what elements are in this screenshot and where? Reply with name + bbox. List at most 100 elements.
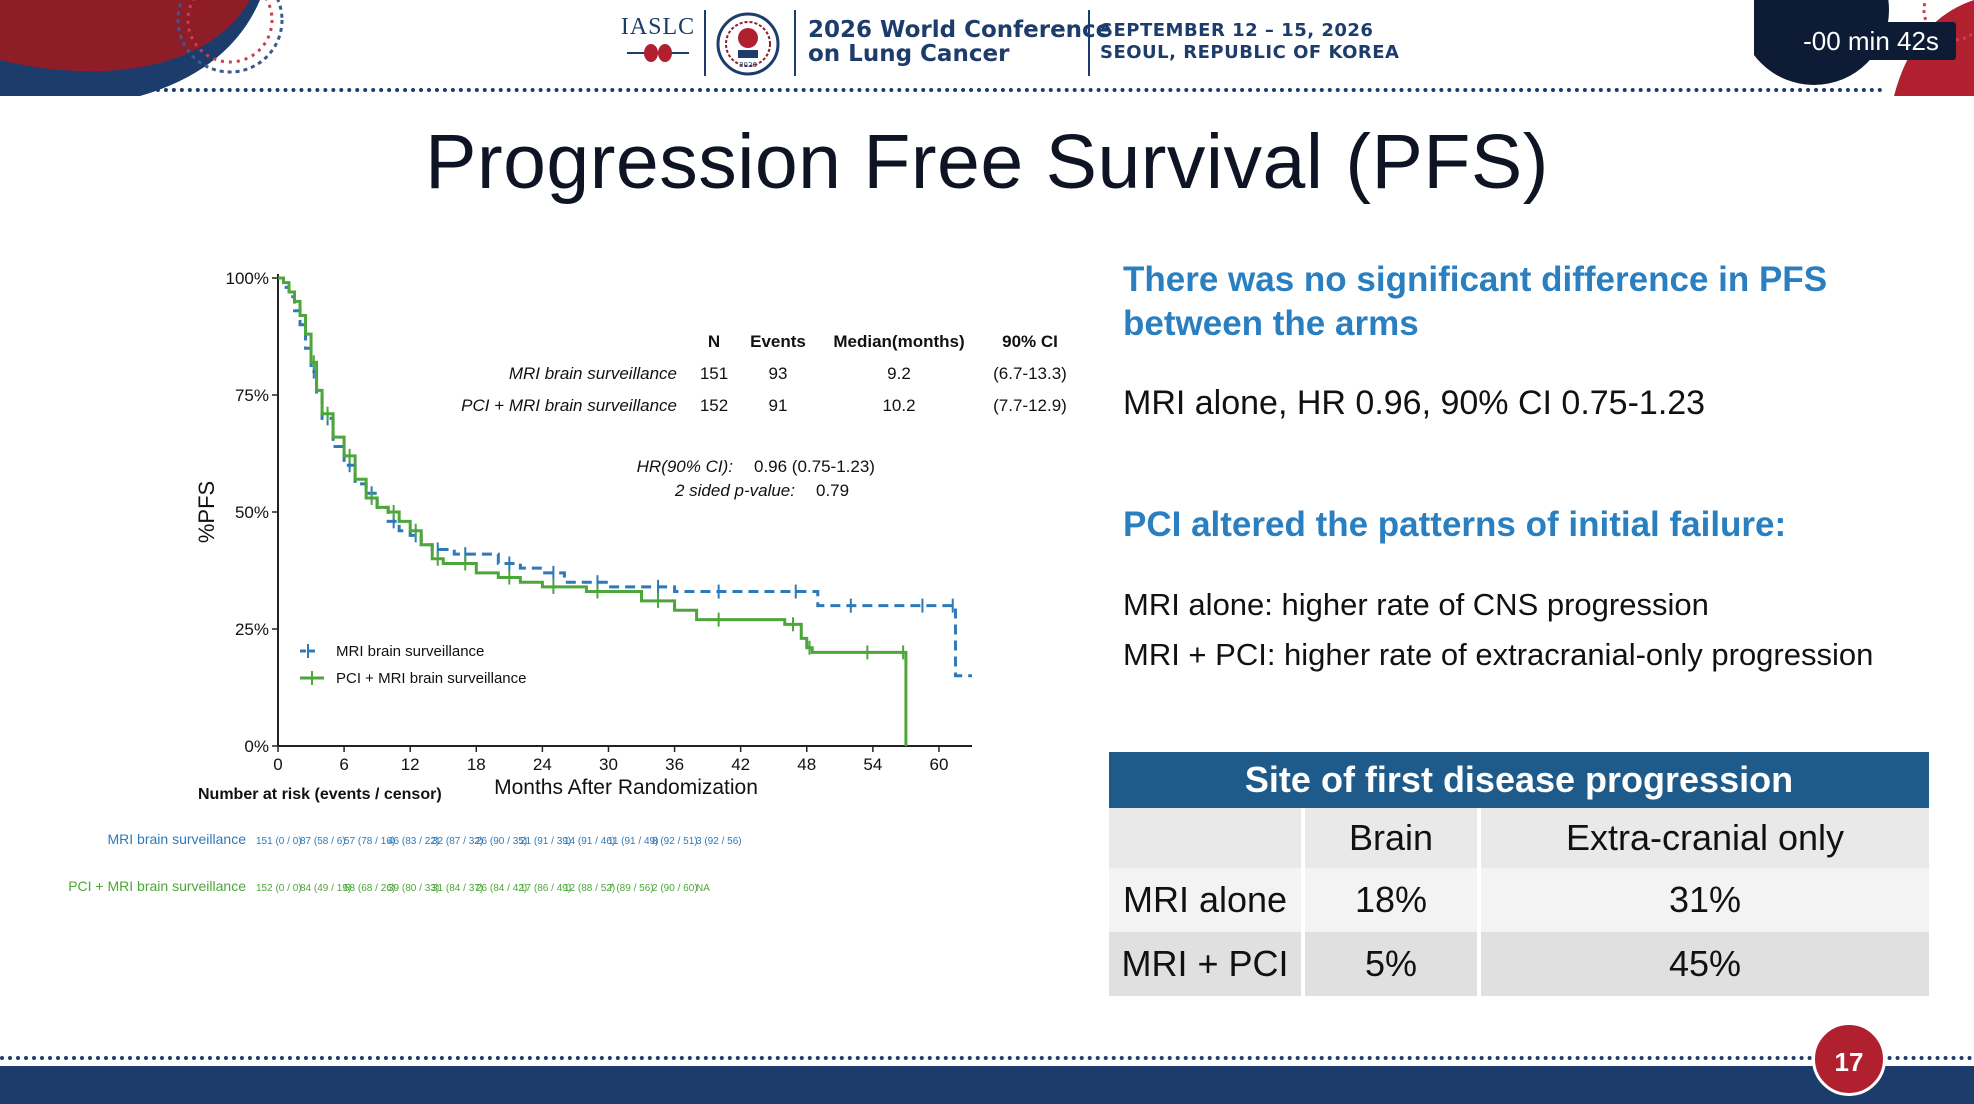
risk-row-label-mri: MRI brain surveillance <box>108 831 247 847</box>
stats-cell: 9.2 <box>887 364 911 383</box>
x-tick-label: 36 <box>665 755 684 774</box>
header-divider <box>1088 10 1090 76</box>
lungs-icon <box>627 44 689 62</box>
x-tick-label: 42 <box>731 755 750 774</box>
km-pfs-chart: 0 6 12 18 24 30 36 42 48 54 60 0% 25% 50% 75% 100% %PFS… <box>68 269 1067 894</box>
stats-cell: 151 <box>700 364 728 383</box>
stats-cell: (7.7-12.9) <box>993 396 1067 415</box>
x-tick-label: 30 <box>599 755 618 774</box>
legend-label-pci: PCI + MRI brain surveillance <box>336 670 527 687</box>
risk-value-mri: 87 (58 / 6) <box>300 836 346 847</box>
risk-value-mri: 8 (92 / 51) <box>652 836 698 847</box>
risk-value-mri: 151 (0 / 0) <box>256 836 302 847</box>
y-tick-label: 75% <box>235 386 269 405</box>
risk-table-title: Number at risk (events / censor) <box>198 786 442 803</box>
conference-name-line1: 2026 World Conference <box>808 17 1112 43</box>
table-header-extracranial: Extra-cranial only <box>1481 808 1929 868</box>
header-divider <box>704 10 706 76</box>
x-tick-label: 48 <box>797 755 816 774</box>
findings-panel: There was no significant difference in P… <box>1123 258 1953 675</box>
y-tick-label: 0% <box>244 737 269 756</box>
table-header-brain: Brain <box>1305 808 1481 868</box>
risk-value-mri: 32 (87 / 32) <box>432 836 483 847</box>
table-row: MRI + PCI 5% 45% <box>1109 932 1929 996</box>
table-row-label: MRI + PCI <box>1109 932 1305 996</box>
dotted-divider-bottom <box>0 1056 1974 1060</box>
risk-value-mri: 21 (91 / 39) <box>520 836 571 847</box>
stats-header-median: Median(months) <box>833 332 964 351</box>
risk-value-pci: 31 (84 / 37) <box>432 883 483 894</box>
conference-name-line2: on Lung Cancer <box>808 41 1010 67</box>
hr-value: 0.96 (0.75-1.23) <box>754 457 875 476</box>
x-axis-label: Months After Randomization <box>494 776 758 799</box>
table-row-label: MRI alone <box>1109 868 1305 932</box>
risk-value-pci: 152 (0 / 0) <box>256 883 302 894</box>
stats-cell: 91 <box>769 396 788 415</box>
dotted-divider <box>140 88 1884 92</box>
x-tick-label: 12 <box>401 755 420 774</box>
table-cell-brain: 18% <box>1305 868 1481 932</box>
stats-header-events: Events <box>750 332 806 351</box>
risk-value-pci: 17 (86 / 49) <box>520 883 571 894</box>
conference-name: 2026 World Conference on Lung Cancer <box>808 18 1111 66</box>
conference-date: SEPTEMBER 12 – 15, 2026 SEOUL, REPUBLIC … <box>1100 20 1399 64</box>
x-tick-label: 6 <box>339 755 348 774</box>
slide-title: Progression Free Survival (PFS) <box>425 119 1549 205</box>
y-tick-label: 100% <box>226 269 269 288</box>
table-header-blank <box>1109 808 1305 868</box>
risk-row-label-pci: PCI + MRI brain surveillance <box>68 878 246 894</box>
conference-header: IASLC 2026 2026 World Conference on Lung… <box>0 0 1974 96</box>
conference-location: SEOUL, REPUBLIC OF KOREA <box>1100 42 1400 63</box>
table-row: MRI alone 18% 31% <box>1109 868 1929 932</box>
hr-summary: MRI alone, HR 0.96, 90% CI 0.75-1.23 <box>1123 384 1706 422</box>
stats-cell: 93 <box>769 364 788 383</box>
table-cell-extracranial: 45% <box>1481 932 1929 996</box>
risk-value-pci: 39 (80 / 33) <box>388 883 439 894</box>
finding-point-pci: MRI + PCI: higher rate of extracranial-o… <box>1123 637 1874 672</box>
stats-header-ci: 90% CI <box>1002 332 1058 351</box>
stats-header-n: N <box>708 332 720 351</box>
iaslc-text: IASLC <box>620 14 696 40</box>
risk-value-pci: NA <box>696 883 710 894</box>
risk-value-mri: 26 (90 / 35) <box>476 836 527 847</box>
finding-point-mri: MRI alone: higher rate of CNS progressio… <box>1123 587 1709 622</box>
y-tick-label: 50% <box>235 503 269 522</box>
countdown-timer: -00 min 42s <box>1786 22 1956 60</box>
x-tick-label: 54 <box>863 755 882 774</box>
risk-value-mri: 46 (83 / 22) <box>388 836 439 847</box>
table-cell-extracranial: 31% <box>1481 868 1929 932</box>
risk-value-pci: 12 (88 / 52) <box>564 883 615 894</box>
p-label: 2 sided p-value: <box>674 481 795 500</box>
risk-value-pci: 2 (90 / 60) <box>652 883 698 894</box>
progression-site-table: Site of first disease progression Brain … <box>1109 752 1929 996</box>
x-tick-label: 60 <box>929 755 948 774</box>
svg-text:2026: 2026 <box>739 61 757 69</box>
finding-heading-pfs: There was no significant difference in P… <box>1123 260 1828 343</box>
legend-label-mri: MRI brain surveillance <box>336 643 484 660</box>
page-number: 17 <box>1812 1022 1886 1096</box>
hr-label: HR(90% CI): <box>637 457 734 476</box>
finding-heading-failure: PCI altered the patterns of initial fail… <box>1123 505 1787 544</box>
p-value: 0.79 <box>816 481 849 500</box>
conference-seal-icon: 2026 <box>716 12 780 76</box>
x-tick-label: 24 <box>533 755 552 774</box>
footer-bar <box>0 1066 1974 1104</box>
stats-row-label: MRI brain surveillance <box>509 364 677 383</box>
risk-value-mri: 14 (91 / 46) <box>564 836 615 847</box>
risk-value-pci: 26 (84 / 42) <box>476 883 527 894</box>
y-tick-label: 25% <box>235 620 269 639</box>
series-line-pci <box>278 276 908 746</box>
stats-table: N Events Median(months) 90% CI MRI brain… <box>461 332 1067 500</box>
y-axis-label: %PFS <box>194 481 219 543</box>
x-tick-label: 0 <box>273 755 282 774</box>
risk-value-mri: 57 (78 / 16) <box>344 836 395 847</box>
stats-cell: (6.7-13.3) <box>993 364 1067 383</box>
risk-value-pci: 84 (49 / 19) <box>300 883 351 894</box>
conference-date-line1: SEPTEMBER 12 – 15, 2026 <box>1100 20 1374 41</box>
x-tick-label: 18 <box>467 755 486 774</box>
decorative-corner-art <box>0 0 284 96</box>
risk-value-pci: 58 (68 / 26) <box>344 883 395 894</box>
risk-value-pci: 7 (89 / 56) <box>608 883 654 894</box>
header-divider <box>794 10 796 76</box>
risk-value-mri: 3 (92 / 56) <box>696 836 742 847</box>
